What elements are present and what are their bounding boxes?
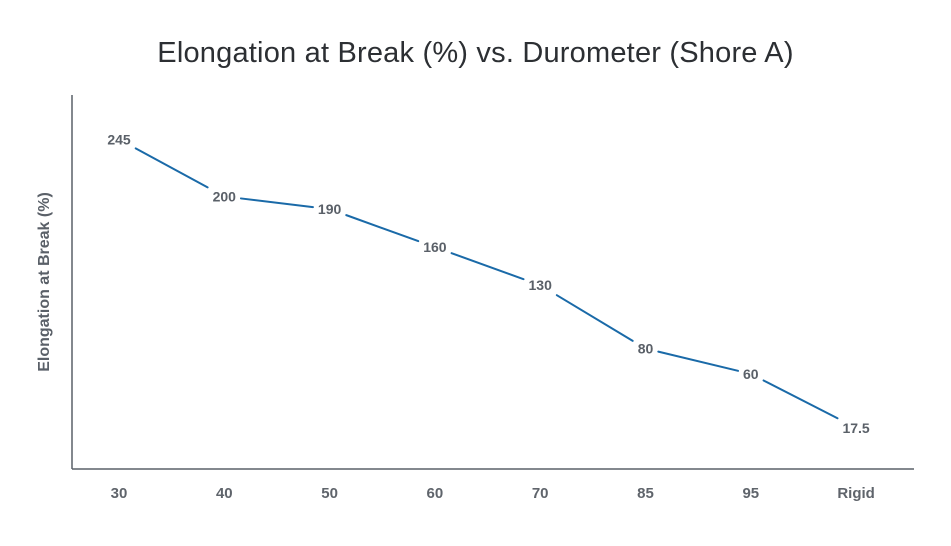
chart-title: Elongation at Break (%) vs. Durometer (S…	[157, 37, 794, 69]
x-tick-label: 30	[111, 485, 128, 502]
line-segment	[450, 252, 525, 281]
line-segment	[555, 294, 634, 342]
data-label: 245	[107, 131, 131, 147]
x-tick-label: 40	[216, 485, 233, 502]
x-tick-label: 85	[637, 485, 654, 502]
line-segment	[134, 147, 209, 189]
data-label: 130	[529, 277, 553, 293]
x-tick-label: 95	[742, 485, 759, 502]
x-tick-label: Rigid	[837, 485, 875, 502]
data-label: 200	[213, 188, 237, 204]
x-tick-label: 60	[427, 485, 444, 502]
data-label: 80	[638, 341, 654, 357]
data-label: 60	[743, 366, 759, 382]
line-segment	[345, 214, 420, 243]
series-line	[134, 147, 839, 420]
line-segment	[657, 350, 740, 372]
line-segment	[239, 197, 314, 209]
data-label: 190	[318, 201, 342, 217]
data-label: 17.5	[842, 420, 869, 436]
x-tick-label: 50	[321, 485, 338, 502]
line-segment	[762, 379, 839, 420]
x-tick-label: 70	[532, 485, 549, 502]
data-label: 160	[423, 239, 447, 255]
